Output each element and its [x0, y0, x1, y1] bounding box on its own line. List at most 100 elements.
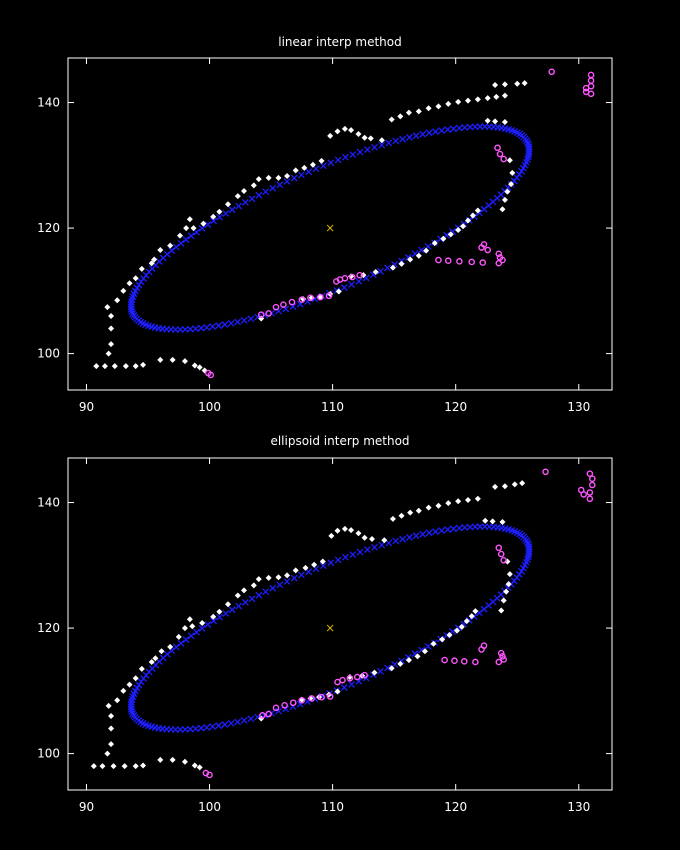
outlier-point: [495, 544, 503, 552]
data-point: [425, 105, 432, 112]
y-tick-label: 120: [37, 221, 60, 235]
outlier-point: [548, 68, 555, 76]
ellipse-point: [192, 325, 200, 333]
ellipse-point: [216, 213, 224, 221]
ellipse-point: [221, 721, 229, 728]
ellipse-point: [127, 705, 135, 713]
y-tick-label: 100: [37, 347, 60, 361]
ellipse-point: [419, 530, 427, 538]
data-point: [319, 558, 326, 565]
ellipse-point: [247, 315, 255, 323]
ellipse-point: [234, 718, 242, 726]
ellipse-point: [450, 525, 457, 533]
outlier-point: [586, 470, 594, 477]
outlier-point: [500, 556, 507, 564]
data-point: [348, 527, 355, 534]
ellipse-point: [384, 664, 392, 672]
ellipse-point: [524, 141, 532, 149]
ellipse-point: [438, 527, 446, 535]
outlier-point: [280, 301, 287, 308]
data-point: [152, 655, 159, 662]
ellipse-point: [221, 321, 229, 328]
ellipse-point: [222, 609, 230, 617]
outlier-point: [495, 259, 503, 267]
data-point: [430, 640, 437, 647]
ellipse-point: [240, 716, 248, 724]
ellipse-point: [193, 228, 200, 236]
ellipse-point: [262, 588, 270, 596]
ellipse-point: [283, 577, 291, 585]
data-point: [482, 517, 489, 524]
data-point: [328, 532, 335, 539]
data-point: [250, 582, 257, 589]
data-point: [421, 648, 428, 655]
data-point: [511, 481, 518, 488]
data-point: [108, 741, 115, 748]
ellipse-point: [342, 153, 349, 161]
ellipse-point: [275, 707, 283, 715]
ellipse-point: [525, 143, 533, 151]
outlier-point: [265, 710, 272, 718]
outlier-point: [461, 658, 468, 665]
data-point: [506, 571, 513, 578]
data-point: [397, 113, 404, 120]
plot-frame: [67, 457, 613, 791]
ellipse-point: [240, 316, 248, 324]
data-point: [407, 509, 414, 516]
outlier-point: [281, 701, 288, 709]
ellipse-point: [269, 584, 277, 592]
ellipse-point: [432, 128, 439, 136]
ellipse-point: [405, 133, 413, 141]
data-point: [210, 613, 217, 620]
ellipse-point: [177, 639, 185, 647]
data-point: [108, 712, 115, 719]
ellipse-point: [412, 132, 420, 140]
data-point: [334, 527, 341, 534]
data-point: [425, 504, 432, 511]
ellipse-point: [203, 723, 211, 731]
outlier-point: [206, 771, 213, 779]
ellipse-point: [340, 284, 348, 291]
ellipse-point: [424, 642, 432, 650]
outlier-point: [435, 256, 442, 264]
outlier-point: [326, 693, 334, 700]
data-point: [234, 592, 241, 599]
data-point: [334, 688, 341, 695]
data-point: [334, 128, 341, 135]
data-point: [341, 525, 348, 532]
ellipse-point: [276, 181, 284, 189]
outlier-point: [272, 303, 280, 311]
outlier-point: [478, 244, 485, 251]
data-point: [415, 108, 422, 115]
ellipse-point: [349, 151, 357, 159]
outlier-point: [207, 371, 215, 379]
data-point: [177, 232, 183, 239]
ellipse-point: [515, 170, 523, 178]
ellipse-point: [412, 532, 420, 540]
ellipse-point: [203, 323, 211, 331]
chart-panel-linear: linear interp method 90 100 110 120 130 100 120…: [37, 35, 613, 414]
data-point: [499, 519, 506, 526]
ellipse-point: [297, 171, 305, 179]
data-point: [191, 362, 198, 369]
ellipse-point: [209, 323, 217, 331]
data-point: [105, 350, 112, 357]
ellipse-point: [128, 708, 136, 715]
data-point: [255, 176, 262, 183]
ellipse-point: [290, 574, 298, 582]
ellipse-point: [444, 526, 452, 534]
ellipse-point: [418, 246, 426, 254]
x-tick-label: 120: [444, 800, 467, 814]
ellipse-point: [187, 632, 195, 640]
data-point: [157, 247, 164, 254]
ellipse-point: [241, 198, 249, 206]
data-point: [389, 264, 396, 271]
ellipse-point: [461, 124, 469, 131]
outlier-point: [307, 294, 314, 302]
data-point: [372, 269, 379, 276]
ellipse-point: [517, 567, 525, 575]
ellipse-point: [385, 539, 393, 547]
ellipse-point: [234, 318, 242, 326]
data-point: [216, 208, 223, 215]
